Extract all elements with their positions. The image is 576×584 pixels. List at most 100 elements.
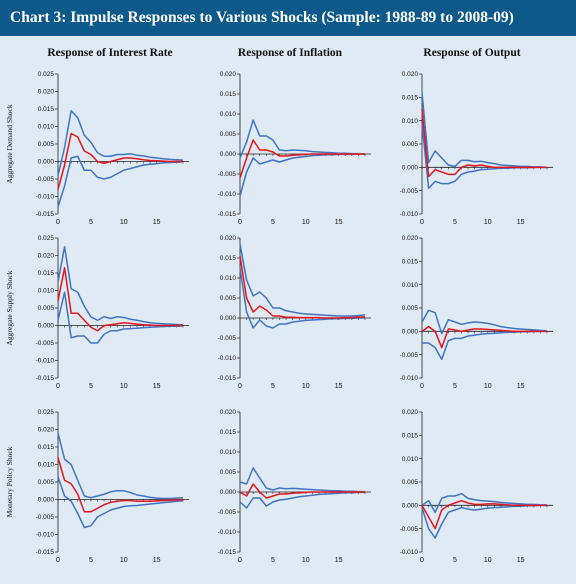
y-tick-label: -0.015 <box>218 549 237 556</box>
y-tick-label: 0.015 <box>38 270 55 277</box>
point-estimate-line <box>57 267 183 332</box>
x-tick-label: 0 <box>420 383 424 390</box>
y-tick-label: -0.005 <box>400 188 419 195</box>
y-tick-label: -0.010 <box>36 532 55 539</box>
y-tick-label: 0.000 <box>220 489 237 496</box>
y-tick-label: 0.015 <box>220 429 237 436</box>
y-tick-label: -0.005 <box>400 526 419 533</box>
y-tick-label: 0.000 <box>38 497 55 504</box>
x-tick-label: 5 <box>453 383 457 390</box>
subplot-r0-c0: 0.025 0.020 0.015 0.010 0.005 0.000 -0.005 -0.0… <box>36 71 189 226</box>
x-tick-label: 10 <box>302 219 310 226</box>
y-tick-label: -0.015 <box>218 211 237 218</box>
y-tick-label: -0.005 <box>218 509 237 516</box>
y-tick-label: 0.005 <box>402 141 419 148</box>
x-tick-label: 10 <box>120 557 128 564</box>
upper-band-line <box>57 432 184 500</box>
y-tick-label: 0.020 <box>38 253 55 260</box>
x-tick-label: 15 <box>153 219 161 226</box>
x-tick-label: 0 <box>420 219 424 226</box>
lower-band-line <box>239 267 365 329</box>
x-tick-label: 0 <box>56 557 60 564</box>
point-estimate-line <box>239 483 365 499</box>
y-tick-label: -0.005 <box>400 352 419 359</box>
y-tick-label: 0.000 <box>38 323 55 330</box>
y-tick-label: 0.015 <box>402 433 419 440</box>
lower-band-line <box>57 476 184 529</box>
x-tick-label: 5 <box>453 557 457 564</box>
y-tick-label: 0.020 <box>402 235 419 242</box>
column-title-2: Response of Output <box>423 47 520 59</box>
y-tick-label: 0.020 <box>220 409 237 416</box>
y-tick-label: 0.015 <box>402 259 419 266</box>
upper-band-line <box>421 492 547 514</box>
y-tick-label: 0.000 <box>402 503 419 510</box>
y-tick-label: -0.005 <box>218 335 237 342</box>
title-banner: Chart 3: Impulse Responses to Various Sh… <box>0 0 576 36</box>
y-tick-label: 0.000 <box>38 159 55 166</box>
y-tick-label: 0.020 <box>402 71 419 78</box>
x-tick-label: 0 <box>238 557 242 564</box>
y-tick-label: -0.005 <box>36 176 55 183</box>
lower-band-line <box>57 291 184 344</box>
y-tick-label: 0.005 <box>38 141 55 148</box>
x-tick-label: 15 <box>153 557 161 564</box>
subplot-r2-c0: 0.025 0.020 0.015 0.010 0.005 0.000 -0.005 -0.0… <box>36 409 189 564</box>
y-tick-label: -0.005 <box>218 171 237 178</box>
x-tick-label: 0 <box>420 557 424 564</box>
x-tick-label: 10 <box>484 219 492 226</box>
upper-band-line <box>421 309 548 335</box>
x-tick-label: 10 <box>302 557 310 564</box>
x-tick-label: 15 <box>517 383 525 390</box>
y-tick-label: 0.010 <box>220 449 237 456</box>
x-tick-label: 10 <box>484 557 492 564</box>
y-tick-label: -0.015 <box>36 375 55 382</box>
x-tick-label: 0 <box>56 219 60 226</box>
y-tick-label: 0.020 <box>38 427 55 434</box>
y-tick-label: 0.005 <box>402 305 419 312</box>
x-tick-label: 10 <box>120 219 128 226</box>
y-tick-label: 0.015 <box>38 106 55 113</box>
x-tick-label: 15 <box>335 219 343 226</box>
x-tick-label: 5 <box>271 219 275 226</box>
x-tick-label: 0 <box>238 219 242 226</box>
lower-band-line <box>239 153 365 197</box>
y-tick-label: 0.010 <box>402 282 419 289</box>
point-estimate-line <box>239 255 366 319</box>
y-tick-label: -0.005 <box>36 340 55 347</box>
row-title-1: Aggregate Supply Shock <box>5 270 14 345</box>
lower-band-line <box>57 155 184 208</box>
x-tick-label: 15 <box>517 557 525 564</box>
row-title-2: Monetary Policy Shock <box>5 446 14 517</box>
x-tick-label: 15 <box>153 383 161 390</box>
y-tick-label: -0.015 <box>218 375 237 382</box>
point-estimate-line <box>239 139 365 179</box>
upper-band-line <box>421 92 548 169</box>
lower-band-line <box>239 491 365 509</box>
x-tick-label: 10 <box>302 383 310 390</box>
y-tick-label: -0.015 <box>36 549 55 556</box>
subplot-r1-c1: 0.020 0.015 0.010 0.005 0.000 -0.005 -0.010 -0.… <box>218 235 371 390</box>
point-estimate-line <box>421 108 547 178</box>
y-tick-label: 0.005 <box>220 131 237 138</box>
y-tick-label: -0.010 <box>400 549 419 556</box>
y-tick-label: 0.000 <box>220 315 237 322</box>
upper-band-line <box>239 119 366 159</box>
upper-band-line <box>239 467 365 493</box>
y-tick-label: -0.005 <box>36 514 55 521</box>
y-tick-label: -0.010 <box>400 211 419 218</box>
subplot-r1-c0: 0.025 0.020 0.015 0.010 0.005 0.000 -0.005 -0.0… <box>36 235 189 390</box>
x-tick-label: 5 <box>89 383 93 390</box>
y-tick-label: 0.000 <box>220 151 237 158</box>
x-tick-label: 5 <box>453 219 457 226</box>
y-tick-label: -0.015 <box>36 211 55 218</box>
x-tick-label: 5 <box>271 557 275 564</box>
y-tick-label: 0.005 <box>38 305 55 312</box>
y-tick-label: -0.010 <box>218 355 237 362</box>
y-tick-label: 0.000 <box>402 165 419 172</box>
point-estimate-line <box>421 325 547 349</box>
y-tick-label: 0.010 <box>220 111 237 118</box>
y-tick-label: 0.025 <box>38 71 55 78</box>
